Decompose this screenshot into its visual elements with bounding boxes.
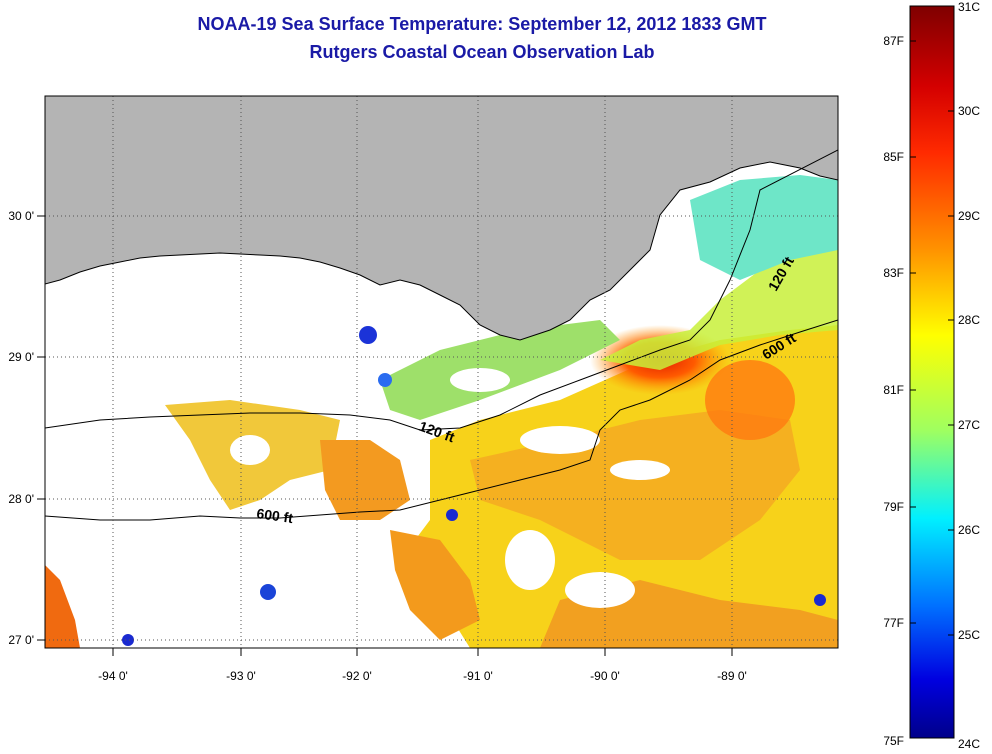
lat-label: 29 0' xyxy=(8,350,34,364)
frame-ticks xyxy=(37,215,733,656)
lon-label: -93 0' xyxy=(226,669,256,683)
colorbar-bar xyxy=(909,5,955,739)
colorbar-c-label: 27C xyxy=(958,418,980,432)
colorbar-f-label: 75F xyxy=(883,734,904,748)
colorbar: 87F 85F 83F 81F 79F 77F 75F 31C 30C 29C … xyxy=(883,0,980,751)
colorbar-c-label: 31C xyxy=(958,0,980,14)
colorbar-f-label: 83F xyxy=(883,266,904,280)
lat-label: 28 0' xyxy=(8,492,34,506)
land-mass xyxy=(45,96,838,341)
colorbar-c-label: 26C xyxy=(958,523,980,537)
lat-label: 30 0' xyxy=(8,209,34,223)
contour-120ft-east xyxy=(45,149,838,431)
contour-600ft-east xyxy=(45,319,838,521)
lat-label: 27 0' xyxy=(8,633,34,647)
colorbar-f-label: 81F xyxy=(883,383,904,397)
map-area: 120 ft 600 ft 120 ft 600 ft xyxy=(45,96,838,648)
lon-label: -91 0' xyxy=(463,669,493,683)
contour-label-600-west: 600 ft xyxy=(256,505,295,526)
lat-labels: 30 0' 29 0' 28 0' 27 0' xyxy=(8,209,34,647)
map-frame xyxy=(44,95,839,649)
colorbar-c-label: 25C xyxy=(958,628,980,642)
colorbar-c-label: 24C xyxy=(958,737,980,751)
colorbar-c-label: 28C xyxy=(958,313,980,327)
colorbar-c-label: 30C xyxy=(958,104,980,118)
colorbar-f-label: 77F xyxy=(883,616,904,630)
sst-data-layer xyxy=(45,165,838,648)
lon-label: -94 0' xyxy=(98,669,128,683)
lon-label: -92 0' xyxy=(342,669,372,683)
colorbar-c-label: 29C xyxy=(958,209,980,223)
isobath-contours xyxy=(45,149,838,521)
colorbar-f-label: 87F xyxy=(883,34,904,48)
map-title: NOAA-19 Sea Surface Temperature: Septemb… xyxy=(197,14,767,34)
map-subtitle: Rutgers Coastal Ocean Observation Lab xyxy=(309,42,655,62)
colorbar-f-label: 79F xyxy=(883,500,904,514)
graticule xyxy=(45,96,838,648)
colorbar-f-label: 85F xyxy=(883,150,904,164)
lon-label: -89 0' xyxy=(717,669,747,683)
colorbar-c-ticks xyxy=(948,110,954,636)
colorbar-f-ticks xyxy=(910,40,916,624)
lon-label: -90 0' xyxy=(590,669,620,683)
lon-labels: -94 0' -93 0' -92 0' -91 0' -90 0' -89 0… xyxy=(98,669,747,683)
